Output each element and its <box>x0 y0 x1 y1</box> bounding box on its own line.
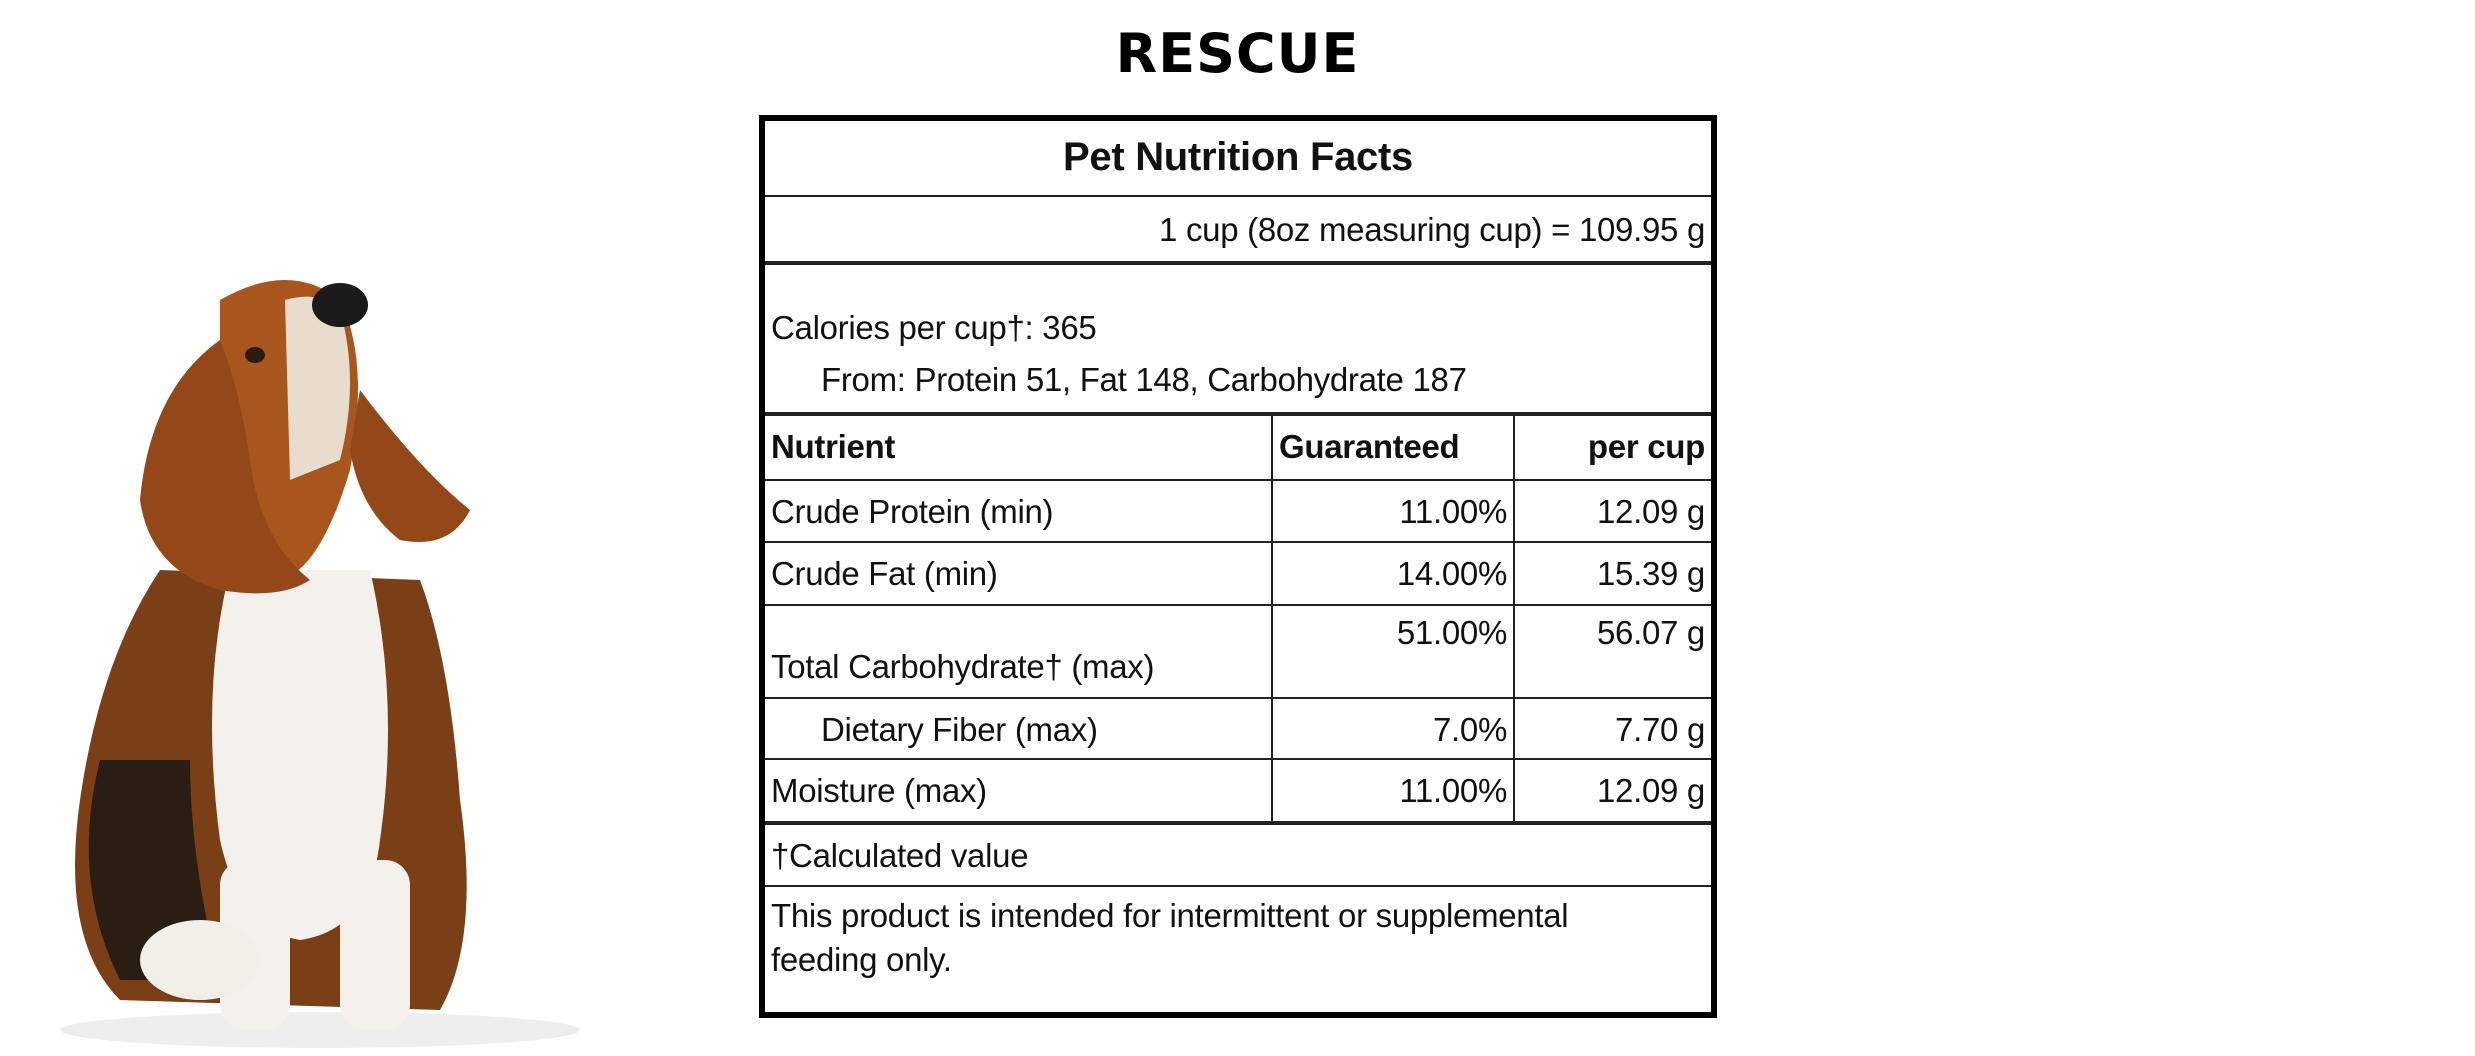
serving-size-row: 1 cup (8oz measuring cup) = 109.95 g <box>765 197 1711 265</box>
table-row: Total Carbohydrate† (max) 51.00% 56.07 g <box>765 606 1711 699</box>
per-cup-value: 12.09 g <box>1596 493 1705 530</box>
header-guaranteed: Guaranteed <box>1279 428 1460 465</box>
header-nutrient: Nutrient <box>771 428 896 465</box>
brand-title: RESCUE <box>1115 22 1360 85</box>
nutrient-name: Moisture (max) <box>771 772 987 809</box>
table-row: Crude Protein (min) 11.00% 12.09 g <box>765 481 1711 543</box>
calories-per-cup: Calories per cup†: 365 <box>771 309 1097 346</box>
calories-section: Calories per cup†: 365 From: Protein 51,… <box>765 265 1711 416</box>
nutrient-name: Dietary Fiber (max) <box>821 711 1098 748</box>
table-header: Nutrient Guaranteed per cup <box>765 416 1711 481</box>
footnote: †Calculated value <box>771 837 1029 874</box>
per-cup-value: 7.70 g <box>1615 711 1705 748</box>
nutrient-name: Total Carbohydrate† (max) <box>771 648 1155 685</box>
table-row: Moisture (max) 11.00% 12.09 g <box>765 760 1711 825</box>
per-cup-value: 15.39 g <box>1596 555 1705 592</box>
nutrient-name: Crude Fat (min) <box>771 555 998 592</box>
nutrient-name: Crude Protein (min) <box>771 493 1054 530</box>
guaranteed-value: 11.00% <box>1399 772 1507 809</box>
feeding-statement: This product is intended for intermitten… <box>765 887 1711 1012</box>
statement-line-1: This product is intended for intermitten… <box>771 897 1569 934</box>
guaranteed-value: 51.00% <box>1396 614 1507 651</box>
statement-line-2: feeding only. <box>771 941 952 978</box>
label-title-row: Pet Nutrition Facts <box>765 121 1711 197</box>
per-cup-value: 56.07 g <box>1596 614 1705 651</box>
guaranteed-value: 14.00% <box>1396 555 1507 592</box>
table-row: Dietary Fiber (max) 7.0% 7.70 g <box>765 699 1711 760</box>
footnote-row: †Calculated value <box>765 825 1711 887</box>
calories-from: From: Protein 51, Fat 148, Carbohydrate … <box>821 361 1467 398</box>
nutrition-facts-label: Pet Nutrition Facts 1 cup (8oz measuring… <box>759 115 1717 1018</box>
label-title: Pet Nutrition Facts <box>1063 135 1413 179</box>
header-per-cup: per cup <box>1587 428 1705 465</box>
per-cup-value: 12.09 g <box>1596 772 1705 809</box>
basset-hound-dog-image <box>60 280 580 1048</box>
guaranteed-value: 11.00% <box>1399 493 1507 530</box>
table-row: Crude Fat (min) 14.00% 15.39 g <box>765 543 1711 606</box>
guaranteed-value: 7.0% <box>1432 711 1507 748</box>
serving-size: 1 cup (8oz measuring cup) = 109.95 g <box>1159 211 1705 248</box>
